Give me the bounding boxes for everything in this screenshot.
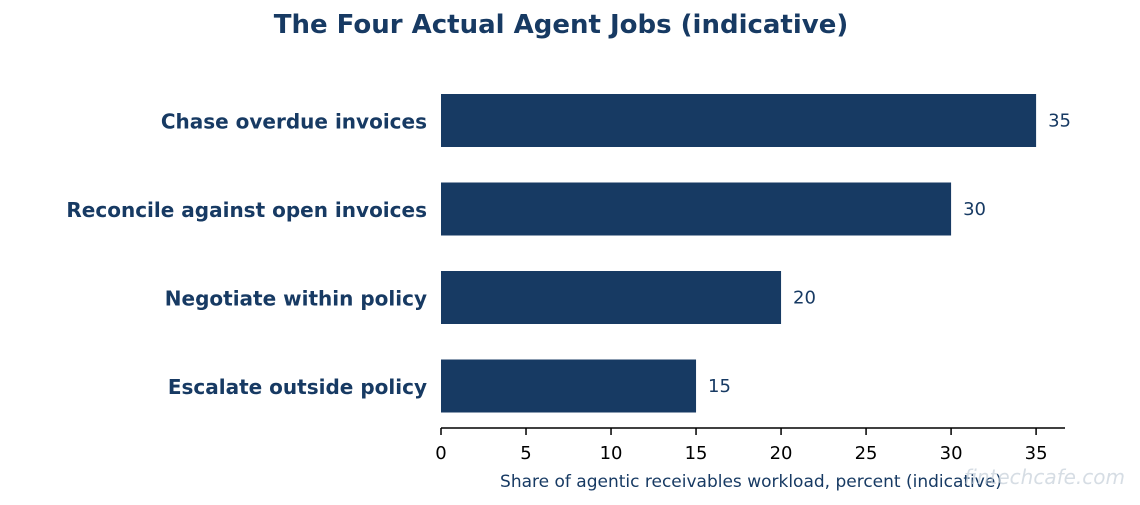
x-tick-label: 15 bbox=[685, 443, 708, 464]
chart-title: The Four Actual Agent Jobs (indicative) bbox=[273, 10, 849, 40]
x-axis-ticks: 0 5 10 15 20 25 30 35 bbox=[435, 428, 1048, 464]
value-label: 15 bbox=[708, 376, 731, 397]
bar-4 bbox=[441, 359, 697, 413]
category-label: Escalate outside policy bbox=[168, 375, 427, 399]
value-labels: 35 30 20 15 bbox=[708, 111, 1071, 398]
category-label: Negotiate within policy bbox=[165, 287, 427, 311]
bar-1 bbox=[441, 94, 1037, 147]
value-label: 30 bbox=[963, 199, 986, 220]
x-tick-label: 30 bbox=[940, 443, 963, 464]
bar-2 bbox=[441, 182, 952, 236]
category-label: Chase overdue invoices bbox=[161, 110, 427, 134]
x-tick-label: 10 bbox=[600, 443, 623, 464]
x-tick-label: 0 bbox=[435, 443, 446, 464]
value-label: 20 bbox=[793, 288, 816, 309]
x-tick-label: 25 bbox=[855, 443, 878, 464]
category-label: Reconcile against open invoices bbox=[66, 198, 427, 222]
x-axis-label: Share of agentic receivables workload, p… bbox=[500, 472, 1002, 492]
category-labels: Chase overdue invoices Reconcile against … bbox=[66, 110, 427, 400]
bars-group bbox=[441, 94, 1037, 413]
watermark: fintechcafe.com bbox=[964, 465, 1125, 489]
x-tick-label: 20 bbox=[770, 443, 793, 464]
bar-3 bbox=[441, 271, 782, 324]
x-tick-label: 35 bbox=[1025, 443, 1048, 464]
x-tick-label: 5 bbox=[520, 443, 531, 464]
value-label: 35 bbox=[1048, 111, 1071, 132]
